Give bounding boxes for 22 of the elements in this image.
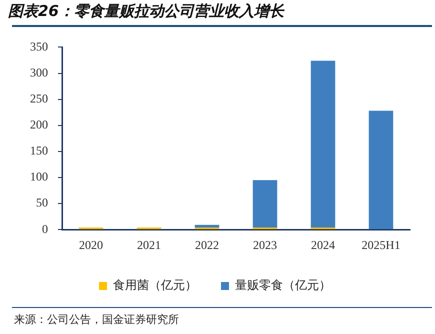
x-tick-label: 2021 (137, 238, 161, 252)
bar (368, 110, 394, 230)
y-tick-label: 350 (30, 39, 48, 54)
chart-title: 图表26：零食量贩拉动公司营业收入增长 (8, 2, 284, 21)
legend-label: 食用菌（亿元） (113, 278, 197, 292)
y-tick-label: 150 (30, 144, 48, 158)
bar (310, 60, 336, 228)
x-tick-label: 2024 (311, 238, 335, 252)
x-tick-label: 2025H1 (362, 238, 400, 252)
y-tick-label: 100 (30, 170, 48, 184)
y-tick-label: 250 (30, 91, 48, 106)
source-note: 来源：公司公告，国金证券研究所 (14, 312, 179, 327)
y-tick-label: 200 (30, 118, 48, 132)
x-tick-label: 2020 (79, 238, 103, 252)
bar (194, 224, 220, 228)
legend-label: 量贩零食（亿元） (235, 278, 331, 292)
y-tick-label: 300 (30, 65, 48, 80)
y-tick-label: 0 (42, 222, 48, 236)
x-tick-label: 2023 (253, 238, 277, 252)
y-tick-label: 50 (36, 196, 48, 210)
x-tick-label: 2022 (195, 238, 219, 252)
bar (252, 180, 278, 228)
